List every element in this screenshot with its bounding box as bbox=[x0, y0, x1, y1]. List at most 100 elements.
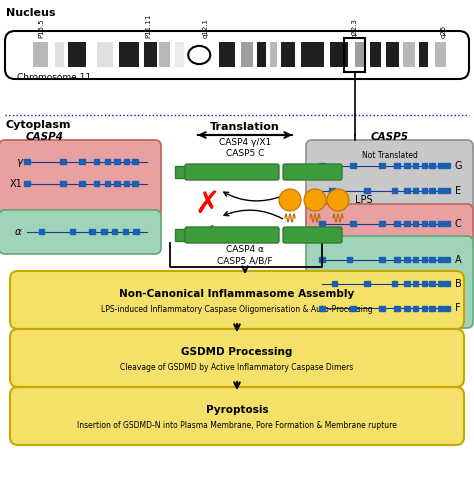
Bar bbox=[89, 229, 94, 235]
Bar bbox=[350, 305, 356, 311]
FancyBboxPatch shape bbox=[306, 204, 473, 244]
Text: CASP4 γ/X1
CASP5 C: CASP4 γ/X1 CASP5 C bbox=[219, 138, 271, 158]
Bar bbox=[438, 281, 444, 287]
Bar bbox=[105, 160, 110, 165]
Bar bbox=[429, 164, 435, 169]
Bar bbox=[97, 43, 113, 68]
Bar bbox=[413, 221, 419, 226]
Text: Cytoplasm: Cytoplasm bbox=[6, 120, 72, 130]
Bar bbox=[444, 164, 450, 169]
Circle shape bbox=[304, 189, 326, 211]
Bar bbox=[394, 164, 400, 169]
Bar bbox=[444, 258, 450, 263]
Text: α: α bbox=[15, 227, 22, 237]
Bar bbox=[329, 189, 335, 194]
Bar bbox=[419, 43, 428, 68]
Text: Insertion of GSDMD-N into Plasma Membrane, Pore Formation & Membrane rupture: Insertion of GSDMD-N into Plasma Membran… bbox=[77, 421, 397, 430]
Circle shape bbox=[327, 189, 349, 211]
Bar bbox=[422, 189, 427, 194]
Text: P15.5: P15.5 bbox=[39, 18, 45, 38]
Bar bbox=[68, 43, 86, 68]
Bar bbox=[124, 181, 129, 187]
Text: Not Translated: Not Translated bbox=[362, 151, 418, 160]
Bar bbox=[114, 181, 120, 187]
Bar bbox=[344, 38, 365, 72]
Bar bbox=[422, 281, 427, 287]
Bar bbox=[429, 189, 435, 194]
Text: q25: q25 bbox=[440, 25, 447, 38]
Bar bbox=[438, 189, 444, 194]
Bar bbox=[394, 258, 400, 263]
Bar bbox=[392, 189, 397, 194]
Text: q22.3: q22.3 bbox=[352, 18, 358, 38]
FancyBboxPatch shape bbox=[5, 31, 469, 79]
Bar bbox=[404, 164, 410, 169]
Bar bbox=[413, 305, 419, 311]
Text: Pyroptosis: Pyroptosis bbox=[206, 405, 268, 415]
Bar bbox=[332, 281, 337, 287]
Bar bbox=[319, 164, 325, 169]
Bar bbox=[60, 181, 66, 187]
Bar bbox=[444, 189, 450, 194]
Bar bbox=[379, 258, 385, 263]
Bar bbox=[55, 43, 64, 68]
Bar bbox=[24, 160, 30, 165]
Bar bbox=[435, 43, 446, 68]
Bar bbox=[404, 221, 410, 226]
Text: F: F bbox=[455, 303, 461, 313]
Bar bbox=[403, 43, 415, 68]
Text: Nucleus: Nucleus bbox=[6, 8, 55, 18]
Bar bbox=[379, 305, 385, 311]
Text: γ: γ bbox=[16, 157, 22, 167]
Bar bbox=[444, 305, 450, 311]
Bar bbox=[282, 43, 295, 68]
Bar bbox=[370, 43, 381, 68]
Bar bbox=[444, 281, 450, 287]
Bar bbox=[319, 258, 325, 263]
Bar bbox=[444, 221, 450, 226]
Bar bbox=[429, 258, 435, 263]
Bar bbox=[119, 43, 139, 68]
Bar bbox=[422, 305, 427, 311]
Text: X1: X1 bbox=[9, 179, 22, 189]
Bar bbox=[132, 181, 138, 187]
Bar bbox=[347, 258, 352, 263]
Ellipse shape bbox=[188, 46, 210, 64]
Bar bbox=[394, 305, 400, 311]
Text: B: B bbox=[455, 279, 462, 289]
Text: G: G bbox=[455, 161, 463, 171]
Bar bbox=[257, 43, 266, 68]
Bar bbox=[132, 160, 138, 165]
Bar bbox=[319, 221, 325, 226]
Bar bbox=[364, 189, 370, 194]
Bar bbox=[404, 189, 410, 194]
Bar bbox=[39, 229, 44, 235]
FancyBboxPatch shape bbox=[306, 140, 473, 212]
Bar bbox=[429, 221, 435, 226]
Bar bbox=[144, 43, 157, 68]
Text: q12.1: q12.1 bbox=[203, 18, 209, 38]
Bar bbox=[422, 221, 427, 226]
Bar bbox=[429, 281, 435, 287]
Bar bbox=[404, 258, 410, 263]
FancyBboxPatch shape bbox=[185, 164, 279, 180]
Text: Cleavage of GSDMD by Active Inflammatory Caspase Dimers: Cleavage of GSDMD by Active Inflammatory… bbox=[120, 363, 354, 372]
Bar bbox=[429, 305, 435, 311]
Bar bbox=[413, 189, 419, 194]
Bar bbox=[105, 181, 110, 187]
Bar bbox=[175, 43, 184, 68]
Bar bbox=[94, 181, 100, 187]
Bar bbox=[413, 258, 419, 263]
Text: P11.11: P11.11 bbox=[145, 14, 151, 38]
Bar bbox=[438, 305, 444, 311]
Text: C: C bbox=[455, 219, 462, 229]
Bar bbox=[386, 43, 399, 68]
Bar bbox=[350, 164, 356, 169]
Bar bbox=[175, 229, 187, 241]
Bar bbox=[241, 43, 253, 68]
Text: GSDMD Processing: GSDMD Processing bbox=[182, 347, 292, 357]
Bar bbox=[101, 229, 107, 235]
Bar bbox=[379, 221, 385, 226]
Text: Translation: Translation bbox=[210, 122, 280, 132]
Bar bbox=[24, 181, 30, 187]
